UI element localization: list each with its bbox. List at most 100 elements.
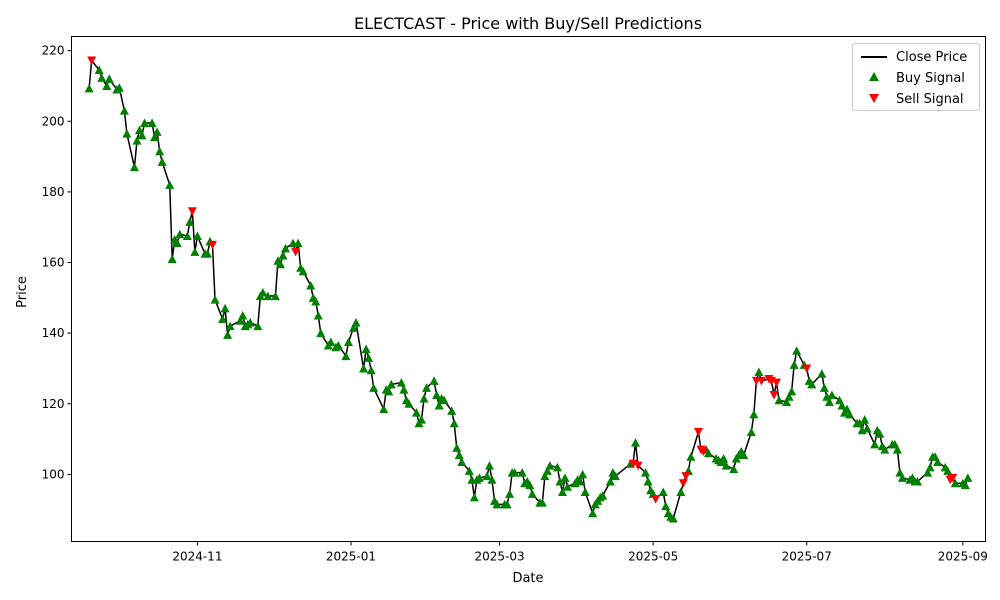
buy-signal-marker <box>379 404 389 414</box>
legend: Close Price Buy Signal Sell Signal <box>852 43 980 111</box>
buy-signal-marker <box>102 81 112 90</box>
axes-frame <box>71 36 986 542</box>
buy-signal-marker <box>787 386 797 396</box>
buy-signal-marker <box>892 445 902 454</box>
x-axis: 2024-11 2025-01 2025-03 2025-05 2025-07 2025-… <box>172 541 988 564</box>
y-tick-label: 140 <box>42 326 65 340</box>
buy-signal-marker <box>419 393 429 403</box>
sell-signal-marker <box>678 479 688 488</box>
buy-signal-marker <box>542 466 552 475</box>
buy-signal-marker <box>104 74 114 83</box>
buy-signal-marker <box>774 395 784 405</box>
buy-signal-marker <box>855 418 865 428</box>
y-axis-label: Price <box>15 276 30 308</box>
buy-signal-marker <box>165 180 175 189</box>
buy-signal-marker <box>366 365 376 375</box>
buy-signal-marker <box>807 379 817 389</box>
buy-signal-marker <box>411 408 421 417</box>
y-tick-label: 100 <box>42 467 65 481</box>
buy-signal-marker <box>404 399 414 408</box>
legend-box <box>852 43 980 111</box>
buy-signal-marker <box>432 390 442 399</box>
x-tick-label: 2025-05 <box>628 550 678 564</box>
buy-signal-marker <box>555 476 565 486</box>
buy-signal-marker <box>661 501 671 511</box>
buy-signal-marker <box>384 386 394 396</box>
buy-signal-marker <box>351 318 361 327</box>
buy-signal-marker <box>129 162 139 172</box>
sell-signal-marker <box>802 364 812 373</box>
buy-signal-marker <box>792 346 802 355</box>
buy-signal-marker <box>182 231 192 241</box>
buy-signal-marker <box>686 452 696 461</box>
buy-signal-marker <box>396 378 406 387</box>
buy-signal-marker <box>263 291 273 301</box>
buy-signal-marker <box>167 254 177 263</box>
x-axis-label: Date <box>512 571 543 586</box>
buy-signal-marker <box>185 217 195 226</box>
buy-signal-marker <box>817 369 827 378</box>
buy-signal-marker <box>369 383 379 392</box>
buy-signal-marker <box>270 291 280 301</box>
y-tick-label: 200 <box>42 114 65 128</box>
buy-signal-marker <box>537 498 547 507</box>
buy-signal-marker <box>223 330 233 339</box>
buy-signal-marker <box>94 65 104 75</box>
legend-sell-marker <box>869 94 879 103</box>
buy-signal-marker <box>845 409 855 419</box>
y-tick-label: 120 <box>42 397 65 411</box>
buy-signal-marker <box>343 337 353 346</box>
buy-signal-marker <box>245 318 255 327</box>
buy-signal-marker <box>502 499 512 509</box>
buy-signal-marker <box>157 157 167 166</box>
y-axis: 100 120 140 160 180 200 220 <box>42 44 72 481</box>
legend-close-label: Close Price <box>896 50 967 65</box>
buy-signal-marker <box>704 448 714 458</box>
legend-buy-label: Buy Signal <box>896 71 965 86</box>
sell-signal-marker <box>633 461 643 471</box>
buy-signal-marker <box>293 238 303 248</box>
buy-signal-marker <box>897 473 907 482</box>
buy-signal-marker <box>578 469 588 479</box>
buy-signal-marker <box>474 473 484 482</box>
buy-signal-marker <box>202 249 212 258</box>
buy-signal-marker <box>313 310 323 320</box>
buy-signal-marker <box>386 379 396 389</box>
buy-signal-marker <box>598 491 608 500</box>
buy-signal-marker <box>361 344 371 354</box>
buy-signal-marker <box>333 341 343 350</box>
buy-signal-marker <box>341 351 351 361</box>
buy-signal-marker <box>253 321 263 331</box>
buy-signal-marker <box>933 457 943 467</box>
buy-signal-marker <box>152 127 162 136</box>
buy-signal-marker <box>275 259 285 269</box>
buy-signal-marker <box>641 468 651 477</box>
close-price-line <box>88 59 969 520</box>
buy-signal-marker <box>658 487 668 497</box>
buy-signal-marker <box>880 445 890 454</box>
buy-signal-marker <box>349 323 359 332</box>
buy-signal-marker <box>824 397 834 407</box>
sell-signal-marker <box>187 207 197 216</box>
buy-signal-marker <box>563 482 573 491</box>
buy-signal-marker <box>434 401 444 410</box>
buy-signal-marker <box>719 454 729 463</box>
sell-signal-marker <box>208 240 218 250</box>
buy-signal-marker <box>175 229 185 239</box>
buy-signal-marker <box>311 296 321 306</box>
buy-signal-marker <box>870 439 880 449</box>
buy-signal-marker <box>545 461 555 470</box>
buy-signal-marker <box>114 83 124 92</box>
buy-signal-marker <box>588 508 598 518</box>
buy-signal-marker <box>140 118 150 128</box>
sell-signal-marker <box>948 473 958 483</box>
buy-signal-marker <box>540 471 550 481</box>
buy-signal-marker <box>439 395 449 405</box>
buy-signal-marker <box>610 471 620 481</box>
buy-signal-marker <box>605 476 615 486</box>
buy-signal-marker <box>258 288 268 297</box>
x-tick-label: 2024-11 <box>172 550 222 564</box>
buy-signal-marker <box>837 401 847 410</box>
